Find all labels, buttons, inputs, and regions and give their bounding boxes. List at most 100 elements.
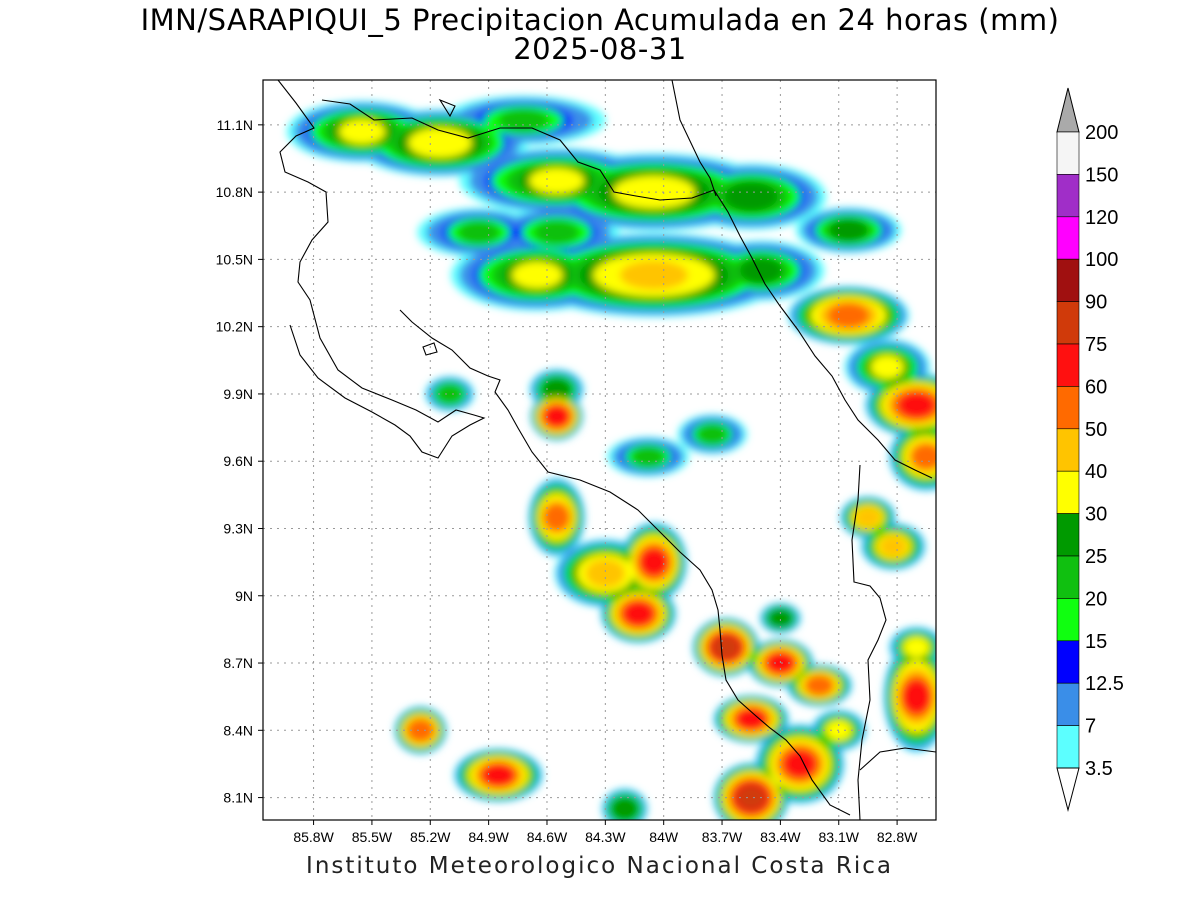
precip-contour (408, 127, 472, 158)
colorbar-label: 40 (1085, 461, 1107, 483)
precip-contour (740, 258, 782, 284)
gulf-of-nicoya-coast (399, 309, 851, 816)
colorbar-label: 25 (1085, 546, 1107, 568)
lon-tick-label: 83.4W (760, 829, 801, 845)
nicoya-island (422, 342, 438, 356)
precip-contour (619, 260, 689, 290)
map-gridlines (263, 80, 936, 820)
lat-tick-label: 9N (235, 588, 253, 604)
precip-contour (870, 354, 904, 380)
precip-contour (903, 636, 931, 658)
colorbar-label: 3.5 (1085, 758, 1113, 780)
precip-contour (711, 635, 741, 660)
lon-tick-label: 84W (649, 829, 679, 845)
precip-contour (529, 167, 585, 194)
credit-footer: Instituto Meteorologico Nacional Costa R… (306, 853, 893, 879)
colorbar-label: 12.5 (1085, 673, 1124, 695)
precip-contour (829, 219, 868, 242)
lat-tick-label: 9.9N (223, 386, 253, 402)
lon-tick-label: 85.5W (352, 829, 393, 845)
colorbar-bottom-triangle (1056, 767, 1080, 812)
colorbar-segment (1056, 174, 1080, 218)
colorbar-segment (1056, 131, 1080, 175)
precip-contour (622, 601, 655, 627)
caribbean-coast (671, 80, 717, 197)
northern-border (321, 99, 933, 479)
precip-contour (902, 679, 931, 714)
colorbar-segment (1056, 555, 1080, 599)
colorbar-legend: 200 150 120 100 90 75 60 50 40 30 25 20 15 12.5 7 3.5 (1056, 87, 1124, 812)
precip-contour (804, 674, 834, 696)
precip-contour (498, 108, 549, 132)
precip-contour (406, 718, 435, 742)
colorbar-top-triangle (1056, 87, 1080, 133)
precip-contour (911, 443, 936, 470)
colorbar-segment (1056, 640, 1080, 684)
precip-contour (339, 119, 386, 145)
precip-contour (783, 749, 817, 778)
lon-tick-label: 84.9W (468, 829, 509, 845)
lat-tick-label: 8.4N (223, 722, 253, 738)
eastern-border (851, 464, 887, 820)
colorbar-segment (1056, 343, 1080, 387)
colorbar-label: 7 (1085, 716, 1096, 738)
colorbar-label: 75 (1085, 334, 1107, 356)
lat-tick-label: 10.8N (216, 184, 253, 200)
precip-contour (735, 708, 767, 731)
precip-contour (511, 261, 563, 289)
lon-tick-label: 85.8W (293, 829, 334, 845)
lat-tick-label: 10.5N (216, 251, 253, 267)
lon-tick-label: 84.6W (527, 829, 568, 845)
precip-contour (897, 392, 936, 419)
colorbar-label: 120 (1085, 207, 1118, 229)
colorbar-label: 150 (1085, 164, 1118, 186)
lat-tick-label: 9.6N (223, 453, 253, 469)
latitude-labels: 11.1N 10.8N 10.5N 10.2N 9.9N 9.6N 9.3N 9N 8.7N 8.… (216, 117, 263, 806)
map-title: IMN/SARAPIQUI_5 Precipitacion Acumulada … (140, 3, 1060, 37)
lat-tick-label: 11.1N (217, 117, 253, 133)
precip-contour (533, 220, 580, 245)
colorbar-segment (1056, 258, 1080, 302)
map-frame (262, 79, 937, 821)
colorbar-label: 200 (1085, 122, 1118, 144)
colorbar-label: 50 (1085, 419, 1107, 441)
lat-tick-label: 9.3N (223, 520, 253, 536)
coastlines-borders (277, 80, 936, 820)
colorbar-segment (1056, 301, 1080, 345)
colorbar-label: 20 (1085, 588, 1107, 610)
colorbar-segment (1056, 428, 1080, 472)
colorbar-segment (1056, 598, 1080, 642)
precip-contour (542, 378, 572, 401)
lon-tick-label: 85.2W (410, 829, 451, 845)
colorbar-segment (1056, 216, 1080, 260)
precip-contour (457, 220, 500, 245)
lake-nicaragua (438, 98, 456, 118)
lon-tick-label: 83.7W (702, 829, 743, 845)
precip-contour (766, 652, 795, 675)
precip-contour (768, 608, 793, 628)
precip-contour (543, 405, 571, 428)
precip-contour (543, 503, 571, 532)
precip-contour (611, 797, 639, 820)
colorbar-segment (1056, 386, 1080, 430)
precip-contour (735, 784, 767, 811)
precip-contour (639, 548, 669, 577)
precip-contour (631, 446, 665, 468)
panama-coast (859, 747, 936, 771)
colorbar-label: 30 (1085, 504, 1107, 526)
precip-contour (481, 763, 515, 787)
lon-tick-label: 84.3W (585, 829, 626, 845)
pacific-coastline (277, 80, 486, 459)
lat-tick-label: 8.7N (223, 655, 253, 671)
precip-contour (724, 182, 778, 211)
colorbar-label: 60 (1085, 376, 1107, 398)
colorbar-segment (1056, 682, 1080, 726)
colorbar-segment (1056, 725, 1080, 769)
precip-contour (854, 506, 882, 528)
lon-tick-label: 82.8W (877, 829, 918, 845)
colorbar-label: 15 (1085, 631, 1107, 653)
precip-contour (585, 558, 626, 588)
precip-contour (436, 383, 464, 405)
precip-contour (878, 535, 908, 558)
